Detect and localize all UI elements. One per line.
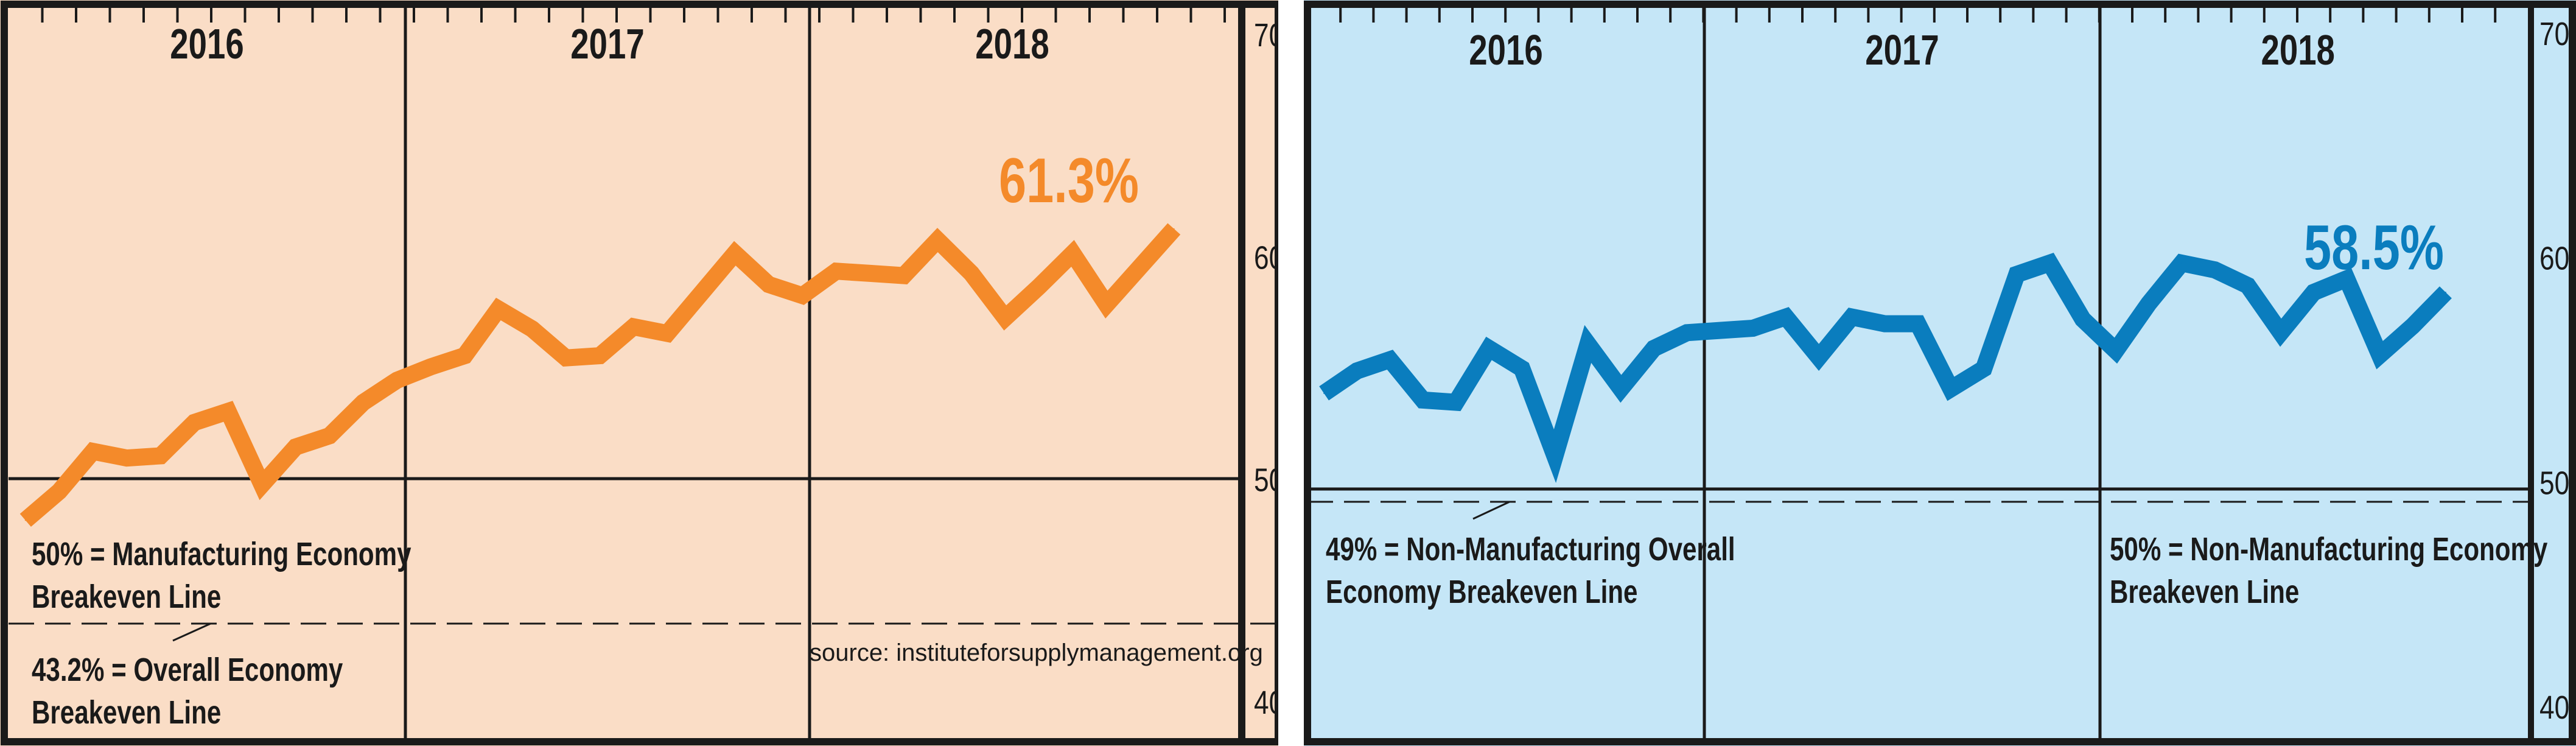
year-label: 2018 [975, 21, 1049, 68]
annotation-line4: Breakeven Line [2110, 574, 2299, 610]
non-manufacturing-chart: 2016 2017 2018 40 50 60 70 58.5% 49% = Non-Ma… [1304, 0, 2576, 746]
data-point [58, 490, 60, 492]
data-point [1004, 317, 1006, 318]
data-point [1917, 323, 1919, 325]
year-label: 2018 [2261, 27, 2334, 74]
data-point [903, 275, 905, 276]
data-point [194, 421, 195, 423]
data-point [2115, 350, 2116, 351]
source-note: source: instituteforsupplymanagement.org [810, 639, 1263, 666]
data-point [2313, 291, 2315, 293]
annotation-line2: Breakeven Line [32, 579, 221, 615]
plot-frame [1304, 1, 2576, 745]
y-tick-label: 40 [2539, 689, 2569, 726]
data-point [1686, 332, 1688, 334]
data-point [869, 272, 871, 274]
y-tick-label: 70 [2539, 16, 2569, 52]
data-point [667, 333, 668, 334]
data-point [126, 457, 128, 459]
annotation-line3: 43.2% = Overall Economy [32, 652, 343, 688]
data-point [2280, 332, 2281, 334]
data-point [24, 519, 26, 521]
data-point [396, 379, 398, 381]
data-point [937, 239, 939, 241]
data-point [1521, 368, 1523, 370]
data-point [1072, 253, 1074, 255]
annotation-pointer [1472, 501, 1510, 520]
data-point [768, 284, 769, 286]
data-point [1038, 286, 1040, 287]
end-value-label: 61.3% [999, 145, 1139, 216]
data-point [970, 272, 972, 274]
plot-background [0, 0, 1278, 746]
data-point [227, 410, 229, 412]
annotation-line1: 50% = Manufacturing Economy [32, 536, 411, 572]
annotation-pointer [172, 622, 211, 642]
data-point [1620, 388, 1622, 390]
data-point [1884, 323, 1886, 325]
end-value-label: 58.5% [2304, 212, 2444, 283]
data-point [1653, 348, 1655, 350]
data-point [430, 366, 432, 368]
data-point [1173, 228, 1175, 230]
data-point [1785, 316, 1787, 318]
annotation-line2: Economy Breakeven Line [1326, 574, 1637, 610]
data-point [599, 355, 601, 357]
data-point [464, 355, 466, 357]
data-point [2379, 354, 2381, 356]
data-point [632, 326, 634, 328]
data-point [802, 295, 803, 297]
annotation-line4: Breakeven Line [32, 694, 221, 731]
data-point [734, 253, 736, 255]
year-label: 2016 [170, 21, 243, 68]
data-point [1139, 266, 1141, 267]
data-point [1719, 329, 1721, 331]
data-point [261, 484, 263, 485]
year-label: 2017 [570, 21, 644, 68]
data-point [700, 292, 702, 294]
data-point [362, 401, 364, 403]
data-point [2214, 269, 2216, 271]
data-point [2049, 262, 2051, 264]
annotation-line3: 50% = Non-Manufacturing Economy [2110, 531, 2547, 568]
data-point [1983, 368, 1985, 370]
data-point [1587, 343, 1589, 345]
data-point [92, 451, 94, 452]
data-point [497, 308, 499, 310]
data-point [2082, 318, 2084, 320]
data-point [565, 357, 567, 359]
data-point [1422, 399, 1424, 401]
data-point [1323, 392, 1325, 394]
data-point [1554, 456, 1556, 457]
data-point [1105, 304, 1107, 306]
data-point [1818, 356, 1820, 358]
data-point [835, 270, 837, 272]
data-point [1752, 327, 1754, 329]
data-point [1950, 388, 1951, 390]
data-point [2412, 325, 2413, 327]
data-point [2247, 284, 2249, 286]
data-point [2181, 262, 2183, 264]
data-point [2016, 273, 2018, 275]
data-point [2148, 303, 2150, 304]
year-label: 2017 [1865, 27, 1939, 74]
data-point [159, 455, 161, 457]
data-point [1389, 359, 1391, 361]
data-point [329, 435, 331, 437]
annotation-line1: 49% = Non-Manufacturing Overall [1326, 531, 1735, 568]
data-point [2346, 278, 2348, 280]
data-point [295, 446, 296, 448]
data-point [1488, 348, 1490, 350]
data-point [531, 328, 533, 330]
data-point [2445, 291, 2446, 293]
y-tick-label: 60 [2539, 241, 2569, 277]
data-point [1851, 316, 1853, 318]
data-point [1455, 401, 1457, 403]
data-point [1356, 370, 1358, 371]
y-tick-label: 50 [2539, 465, 2569, 501]
year-label: 2016 [1469, 27, 1542, 74]
